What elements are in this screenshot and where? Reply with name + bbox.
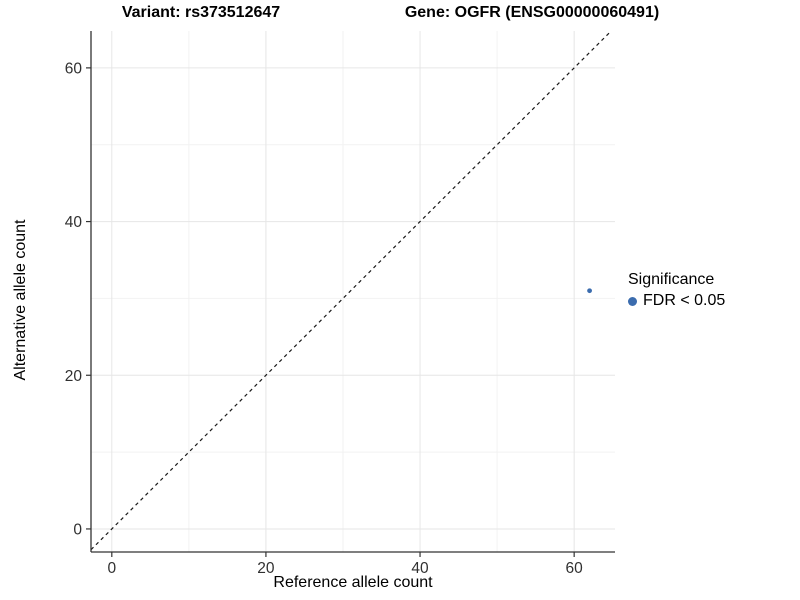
data-point (587, 288, 592, 294)
plot-title-variant: Variant: rs373512647 (121, 4, 281, 21)
x-tick-label: 20 (257, 560, 275, 577)
legend-dot-icon (628, 296, 637, 306)
x-tick-label: 0 (107, 560, 116, 577)
x-axis-title: Reference allele count (273, 574, 433, 591)
y-tick-label: 20 (65, 368, 83, 385)
y-tick-label: 40 (65, 214, 83, 231)
x-tick-label: 40 (411, 560, 429, 577)
y-axis-title: Alternative allele count (12, 219, 29, 381)
x-tick-label: 60 (566, 560, 584, 577)
legend-item: FDR < 0.05 (628, 292, 725, 310)
legend-title: Significance (628, 271, 715, 288)
plot-title-gene: Gene: OGFR (ENSG00000060491) (404, 4, 660, 21)
y-tick-label: 60 (65, 60, 83, 77)
identity-line (90, 30, 612, 551)
y-tick-label: 0 (73, 521, 82, 538)
legend-item-label: FDR < 0.05 (643, 292, 726, 309)
legend: Significance FDR < 0.05 (628, 271, 725, 310)
